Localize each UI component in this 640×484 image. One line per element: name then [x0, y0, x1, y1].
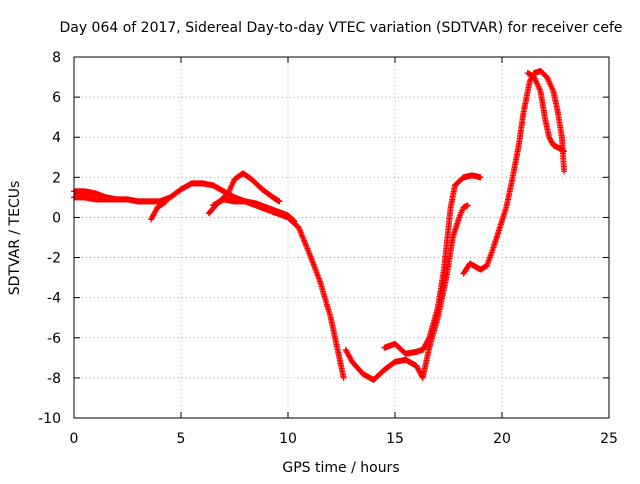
series-track-9 — [524, 70, 568, 155]
grid — [74, 57, 609, 418]
data-point — [477, 174, 484, 181]
y-tick-label: 2 — [52, 170, 61, 186]
y-tick-label: -2 — [47, 251, 61, 267]
x-axis-label: GPS time / hours — [282, 460, 399, 476]
data-point — [290, 217, 297, 224]
data-point — [561, 168, 568, 175]
y-axis-label: SDTVAR / TECUs — [7, 181, 23, 296]
series-track-5 — [210, 196, 298, 225]
data-point — [163, 198, 170, 205]
series-track-8 — [460, 68, 568, 277]
series-track-3 — [148, 198, 170, 223]
ticks: 0 5 10 15 20 25 -10 -8 -6 -4 -2 0 2 4 6 8 — [38, 50, 618, 447]
chart-title: Day 064 of 2017, Sidereal Day-to-day VTE… — [59, 20, 622, 36]
x-tick-label: 5 — [177, 431, 186, 447]
data-point — [113, 196, 120, 203]
series-track-2 — [71, 194, 120, 203]
y-tick-label: -4 — [47, 291, 61, 307]
y-tick-label: 0 — [52, 210, 61, 226]
data-layer — [71, 68, 568, 383]
data-point — [291, 218, 298, 225]
x-tick-label: 25 — [600, 431, 618, 447]
y-tick-label: -6 — [47, 331, 61, 347]
y-tick-label: -8 — [47, 371, 61, 387]
data-point — [340, 374, 347, 381]
y-tick-label: 4 — [52, 130, 61, 146]
y-tick-label: 8 — [52, 50, 61, 66]
data-point — [561, 148, 568, 155]
data-point — [276, 198, 283, 205]
plot-frame — [73, 56, 610, 419]
x-tick-label: 15 — [386, 431, 404, 447]
y-tick-label: 6 — [52, 90, 61, 106]
data-point — [464, 202, 471, 209]
x-tick-label: 20 — [493, 431, 511, 447]
data-point — [425, 336, 432, 343]
x-tick-label: 10 — [279, 431, 297, 447]
x-tick-label: 0 — [70, 431, 79, 447]
series-track-7 — [381, 172, 484, 357]
y-tick-label: -10 — [38, 411, 61, 427]
